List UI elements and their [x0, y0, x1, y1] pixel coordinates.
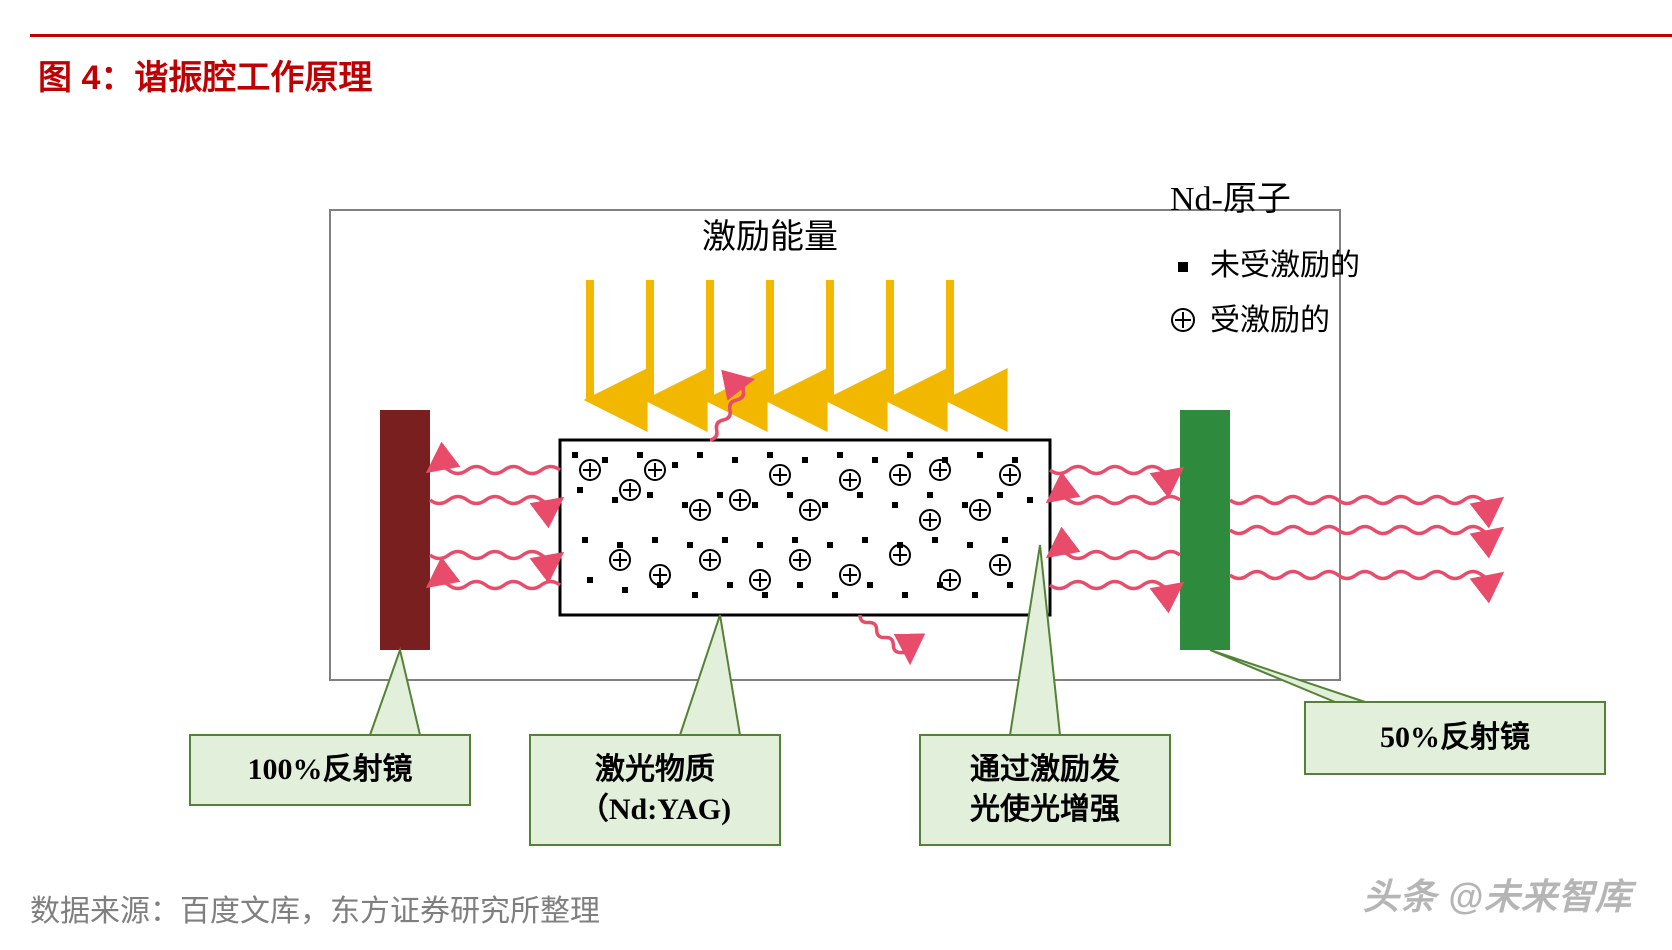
legend-excited-text: 受激励的 — [1210, 304, 1330, 337]
svg-text:光使光增强: 光使光增强 — [970, 793, 1120, 826]
mirror-50 — [1180, 410, 1230, 650]
legend-unexcited-icon — [1178, 262, 1188, 272]
svg-text:通过激励发: 通过激励发 — [970, 753, 1120, 786]
gain-medium — [560, 440, 1050, 615]
callout-mirror-50: 50%反射镜 — [1210, 650, 1605, 774]
legend-unexcited-text: 未受激励的 — [1210, 249, 1360, 282]
callout-medium: 激光物质 （Nd:YAG) — [530, 615, 780, 845]
waves-output — [1230, 497, 1500, 579]
pump-arrows — [590, 280, 950, 400]
svg-text:激光物质: 激光物质 — [595, 753, 715, 786]
waves-left — [430, 467, 560, 589]
resonant-cavity-diagram: 激励能量 Nd-原子 未受激励的 受激励的 100%反射镜 激光物质 （Nd:Y… — [0, 0, 1672, 950]
mirror-100 — [380, 410, 430, 650]
svg-text:（Nd:YAG): （Nd:YAG) — [579, 792, 731, 826]
legend-excited-icon — [1172, 309, 1194, 331]
waves-right — [1050, 467, 1180, 589]
pump-label: 激励能量 — [702, 218, 838, 256]
svg-text:50%反射镜: 50%反射镜 — [1380, 720, 1530, 754]
legend-title: Nd-原子 — [1170, 181, 1291, 218]
svg-text:100%反射镜: 100%反射镜 — [248, 752, 413, 786]
